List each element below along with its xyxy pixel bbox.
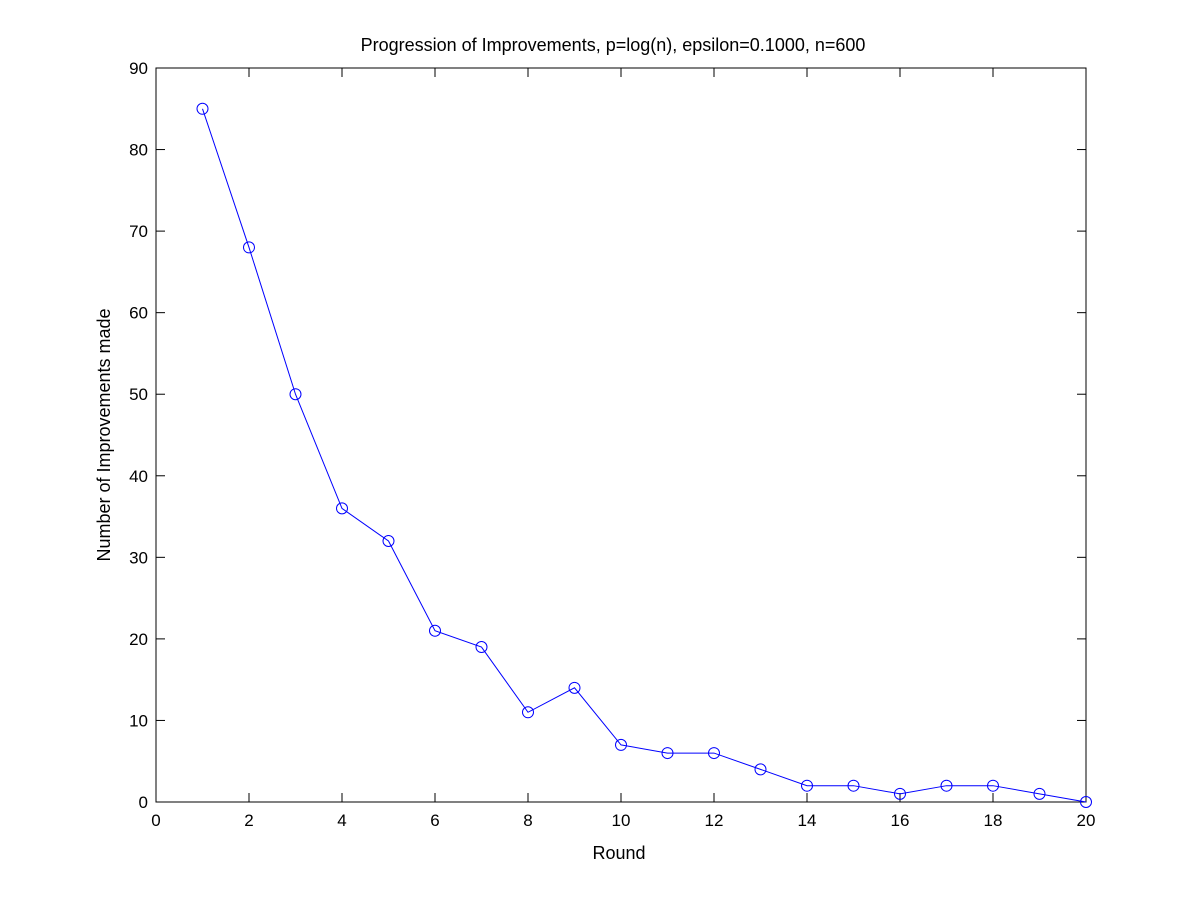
data-point — [382, 535, 395, 548]
y-axis-label: Number of Improvements made — [94, 308, 114, 561]
data-point — [475, 641, 488, 654]
plot-area: 0 2 4 6 8 10 12 14 16 18 20 0 10 20 30 40 50 60 70 80 90 — [129, 59, 1095, 830]
series-line — [202, 108, 1087, 803]
y-tick-label: 80 — [129, 141, 148, 160]
x-tick-label: 10 — [612, 811, 631, 830]
data-point — [987, 779, 999, 792]
y-tick-label: 90 — [129, 59, 148, 78]
data-point — [1033, 787, 1046, 800]
y-tick-label: 70 — [129, 222, 148, 241]
data-point — [754, 763, 767, 776]
y-tick-label: 30 — [129, 548, 148, 567]
x-tick-label: 6 — [430, 811, 439, 830]
data-point — [708, 747, 720, 760]
x-tick-label: 8 — [523, 811, 532, 830]
y-tick-label: 60 — [129, 304, 148, 323]
data-point — [243, 241, 255, 254]
y-tick-label: 40 — [129, 467, 148, 486]
data-point — [196, 102, 209, 115]
data-point — [801, 779, 813, 792]
data-point — [1080, 796, 1092, 808]
data-point — [568, 681, 581, 694]
x-tick-label: 18 — [984, 811, 1003, 830]
data-point — [615, 738, 627, 751]
x-tick-label: 12 — [705, 811, 724, 830]
x-tick-label: 2 — [244, 811, 253, 830]
x-tick-label: 14 — [798, 811, 817, 830]
y-tick-label: 50 — [129, 385, 148, 404]
y-tick-label: 20 — [129, 630, 148, 649]
y-tick-label: 10 — [129, 711, 148, 730]
data-point — [289, 388, 302, 401]
x-axis-label: Round — [592, 843, 645, 863]
data-point — [429, 624, 441, 637]
data-point — [336, 502, 348, 515]
y-tick-label: 0 — [139, 793, 148, 812]
x-tick-label: 16 — [891, 811, 910, 830]
data-point — [847, 779, 860, 792]
data-point — [661, 747, 674, 760]
x-tick-label: 0 — [151, 811, 160, 830]
x-tick-label: 20 — [1077, 811, 1096, 830]
x-tick-label: 4 — [337, 811, 346, 830]
chart-title: Progression of Improvements, p=log(n), e… — [361, 35, 866, 55]
data-point — [940, 779, 953, 792]
data-point — [894, 787, 906, 800]
data-point — [522, 706, 534, 719]
